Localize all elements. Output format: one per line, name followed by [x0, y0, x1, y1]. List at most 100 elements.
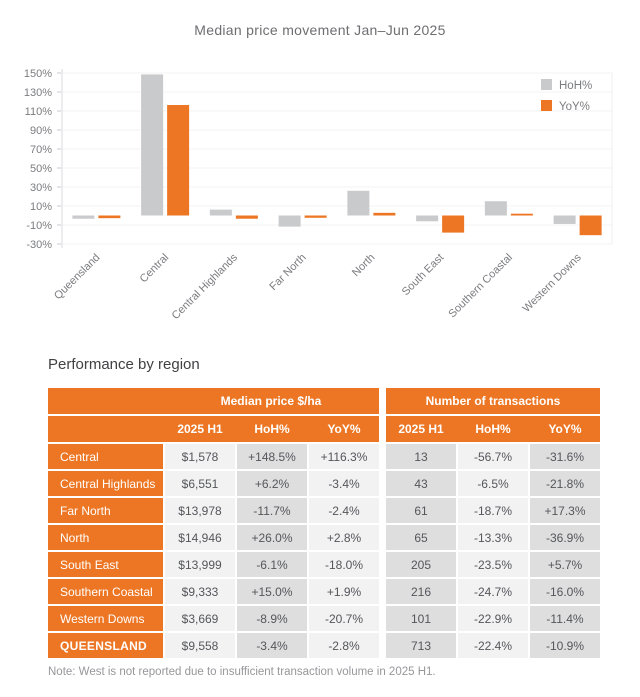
bar-chart: 150% 130% 110% 90% 70% 50% 30% 10% -10% -30%Queen…: [24, 68, 613, 322]
value-cell: +5.7%: [530, 552, 600, 577]
value-cell: 13: [386, 444, 456, 469]
y-axis-label: 50%: [30, 163, 52, 175]
value-cell: 216: [386, 579, 456, 604]
y-axis-label: 70%: [30, 144, 52, 156]
value-cell: -22.4%: [458, 633, 528, 658]
value-cell: -23.5%: [458, 552, 528, 577]
value-cell: $9,333: [165, 579, 235, 604]
value-cell: -6.5%: [458, 471, 528, 496]
bar-hoh: [278, 215, 301, 227]
value-cell: +1.9%: [309, 579, 379, 604]
value-cell: -31.6%: [530, 444, 600, 469]
x-axis-label: North: [350, 252, 378, 280]
header-group-transactions: Number of transactions: [386, 388, 600, 414]
value-cell: 43: [386, 471, 456, 496]
y-axis-label: 130%: [24, 87, 52, 99]
value-cell: -3.4%: [237, 633, 307, 658]
column-header: 2025 H1: [177, 422, 223, 436]
value-cell: 205: [386, 552, 456, 577]
x-axis-label: Queensland: [52, 252, 102, 302]
bar-yoy: [579, 215, 602, 236]
x-axis-label: Central Highlands: [170, 251, 241, 322]
value-cell: +26.0%: [237, 525, 307, 550]
value-cell: -2.8%: [309, 633, 379, 658]
value-cell: +6.2%: [237, 471, 307, 496]
value-cell: -8.9%: [237, 606, 307, 631]
column-header: YoY%: [327, 422, 361, 436]
y-axis-label: 150%: [24, 68, 52, 80]
value-cell: -16.0%: [530, 579, 600, 604]
section-heading-performance: Performance by region: [48, 356, 200, 373]
value-cell: -13.3%: [458, 525, 528, 550]
bar-hoh: [416, 215, 439, 222]
value-cell: -10.9%: [530, 633, 600, 658]
region-cell: QUEENSLAND: [48, 633, 163, 658]
column-header: YoY%: [548, 422, 582, 436]
bar-hoh: [347, 190, 370, 216]
value-cell: $9,558: [165, 633, 235, 658]
value-cell: -18.7%: [458, 498, 528, 523]
region-cell: Far North: [48, 498, 163, 523]
y-axis-label: -30%: [26, 239, 52, 251]
bar-hoh: [209, 209, 232, 216]
region-cell: North: [48, 525, 163, 550]
region-cell: Central: [48, 444, 163, 469]
region-cell: South East: [48, 552, 163, 577]
value-cell: $1,578: [165, 444, 235, 469]
y-axis-label: 10%: [30, 201, 52, 213]
value-cell: 61: [386, 498, 456, 523]
x-axis-label: Central: [138, 252, 172, 286]
value-cell: 65: [386, 525, 456, 550]
value-cell: 713: [386, 633, 456, 658]
x-axis-label: South East: [400, 252, 447, 299]
value-cell: +2.8%: [309, 525, 379, 550]
value-cell: -20.7%: [309, 606, 379, 631]
value-cell: -56.7%: [458, 444, 528, 469]
bar-yoy: [235, 215, 258, 219]
header-subrow-left: 2025 H1 HoH% YoY%: [48, 416, 379, 442]
value-cell: +17.3%: [530, 498, 600, 523]
bar-yoy: [510, 213, 533, 216]
bar-yoy: [98, 215, 121, 219]
chart-title: Median price movement Jan–Jun 2025: [194, 22, 446, 38]
y-axis-label: 90%: [30, 125, 52, 137]
value-cell: $6,551: [165, 471, 235, 496]
value-cell: +15.0%: [237, 579, 307, 604]
performance-table: Median price $/ha Number of transactions 2…: [48, 388, 600, 658]
legend-swatch: [541, 100, 552, 111]
value-cell: -6.1%: [237, 552, 307, 577]
column-header: 2025 H1: [398, 422, 444, 436]
value-cell: -24.7%: [458, 579, 528, 604]
footnote: Note: West is not reported due to insuff…: [48, 666, 436, 678]
bar-hoh: [141, 74, 164, 216]
bar-yoy: [304, 215, 327, 218]
y-axis-label: 30%: [30, 182, 52, 194]
header-group-median-price: Median price $/ha: [48, 388, 379, 414]
value-cell: +116.3%: [309, 444, 379, 469]
column-header: HoH%: [254, 422, 290, 436]
value-cell: $14,946: [165, 525, 235, 550]
region-cell: Western Downs: [48, 606, 163, 631]
x-axis-label: Southern Coastal: [446, 252, 515, 321]
y-axis-label: -10%: [26, 220, 52, 232]
value-cell: -36.9%: [530, 525, 600, 550]
bar-hoh: [484, 201, 507, 216]
value-cell: $3,669: [165, 606, 235, 631]
x-axis-label: Far North: [267, 252, 308, 293]
header-subrow-right: 2025 H1 HoH% YoY%: [386, 416, 600, 442]
bar-hoh: [72, 215, 95, 219]
region-cell: Southern Coastal: [48, 579, 163, 604]
column-header: HoH%: [475, 422, 511, 436]
legend-label: HoH%: [559, 80, 592, 92]
bar-yoy: [373, 212, 396, 216]
bar-hoh: [553, 215, 576, 224]
value-cell: -21.8%: [530, 471, 600, 496]
value-cell: -3.4%: [309, 471, 379, 496]
bar-yoy: [167, 105, 190, 216]
value-cell: $13,999: [165, 552, 235, 577]
value-cell: 101: [386, 606, 456, 631]
x-axis-label: Western Downs: [521, 251, 585, 315]
value-cell: -11.4%: [530, 606, 600, 631]
legend-label: YoY%: [559, 101, 590, 113]
